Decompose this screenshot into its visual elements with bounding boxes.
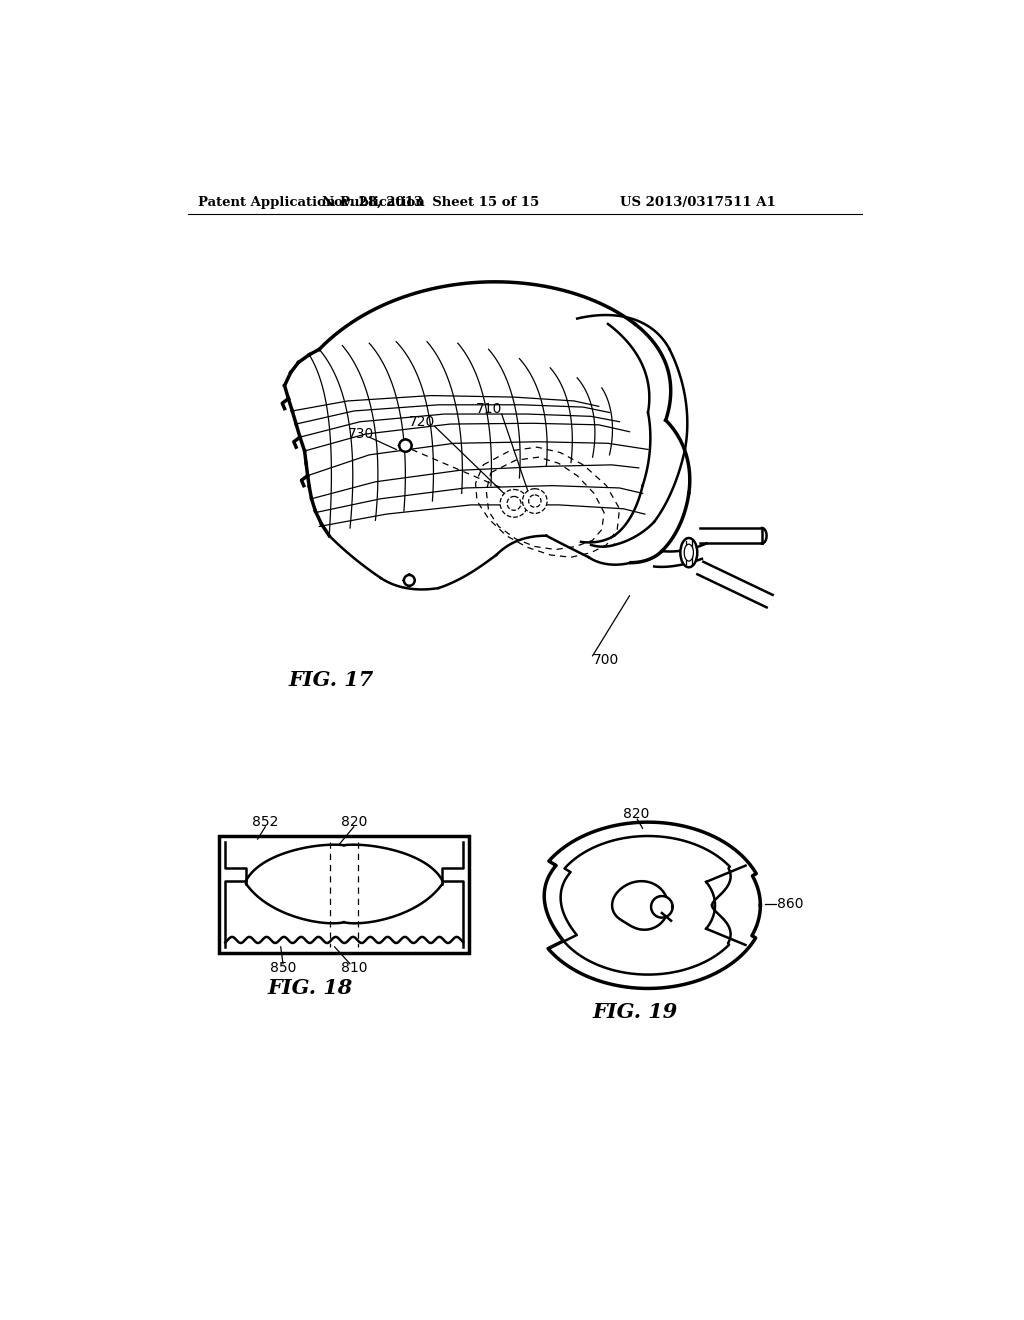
Circle shape [500,490,528,517]
Circle shape [528,495,541,507]
Polygon shape [612,882,669,929]
Text: 860: 860 [777,896,804,911]
Text: 710: 710 [475,401,502,416]
Polygon shape [651,896,673,917]
Text: 850: 850 [270,961,296,975]
Text: 730: 730 [348,428,374,441]
Text: 720: 720 [410,414,435,429]
Text: Patent Application Publication: Patent Application Publication [199,195,425,209]
Text: 852: 852 [252,816,279,829]
Circle shape [522,488,547,513]
Text: FIG. 18: FIG. 18 [267,978,353,998]
Text: FIG. 17: FIG. 17 [289,671,374,690]
Ellipse shape [684,544,693,561]
Text: 700: 700 [593,653,618,668]
Circle shape [507,496,521,511]
Text: US 2013/0317511 A1: US 2013/0317511 A1 [620,195,775,209]
Ellipse shape [680,539,697,568]
Circle shape [399,440,412,451]
Text: 820: 820 [624,808,650,821]
Text: Nov. 28, 2013  Sheet 15 of 15: Nov. 28, 2013 Sheet 15 of 15 [323,195,540,209]
Bar [219,836,469,953]
Text: FIG. 19: FIG. 19 [593,1002,678,1022]
Text: 820: 820 [341,816,367,829]
Circle shape [403,576,415,586]
Text: 810: 810 [341,961,368,975]
